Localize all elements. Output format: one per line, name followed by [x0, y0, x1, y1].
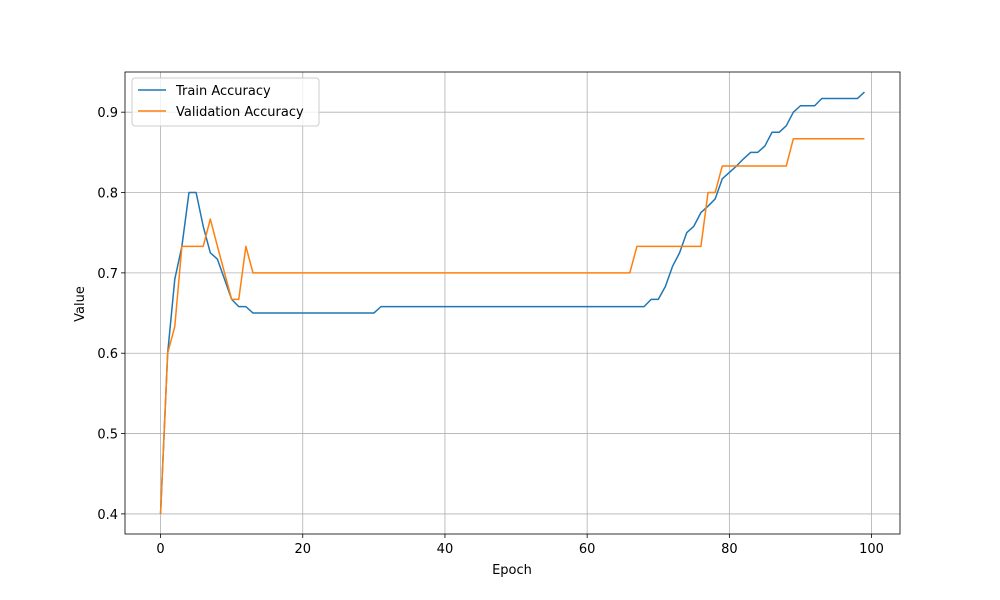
y-tick-label: 0.4	[97, 508, 118, 523]
legend-label-train: Train Accuracy	[175, 84, 271, 99]
y-axis-label: Value	[73, 286, 88, 322]
y-tick-label: 0.7	[97, 267, 118, 282]
y-tick-label: 0.8	[97, 187, 118, 202]
series-lines	[159, 91, 865, 514]
x-axis-label: Epoch	[492, 563, 532, 578]
series-line-train-accuracy	[159, 91, 865, 514]
x-tick-label: 20	[294, 542, 311, 557]
series-line-validation-accuracy	[159, 137, 865, 514]
legend-box	[131, 77, 320, 127]
y-tick-label: 0.9	[97, 106, 118, 121]
x-tick-label: 100	[859, 542, 884, 557]
x-tick-label: 0	[156, 542, 164, 557]
y-tick-label: 0.5	[97, 428, 118, 443]
plot-area-frame	[124, 71, 901, 535]
y-axis-ticks: 0.4 0.5 0.6 0.7 0.8 0.9	[97, 106, 125, 523]
x-axis-ticks: 0 20 40 60 80 100	[156, 534, 884, 557]
x-tick-label: 60	[579, 542, 596, 557]
x-tick-label: 40	[437, 542, 454, 557]
legend: Train Accuracy Validation Accuracy	[131, 77, 320, 127]
x-tick-label: 80	[721, 542, 738, 557]
grid-lines	[125, 72, 900, 534]
y-tick-label: 0.6	[97, 347, 118, 362]
legend-label-validation: Validation Accuracy	[176, 105, 304, 120]
